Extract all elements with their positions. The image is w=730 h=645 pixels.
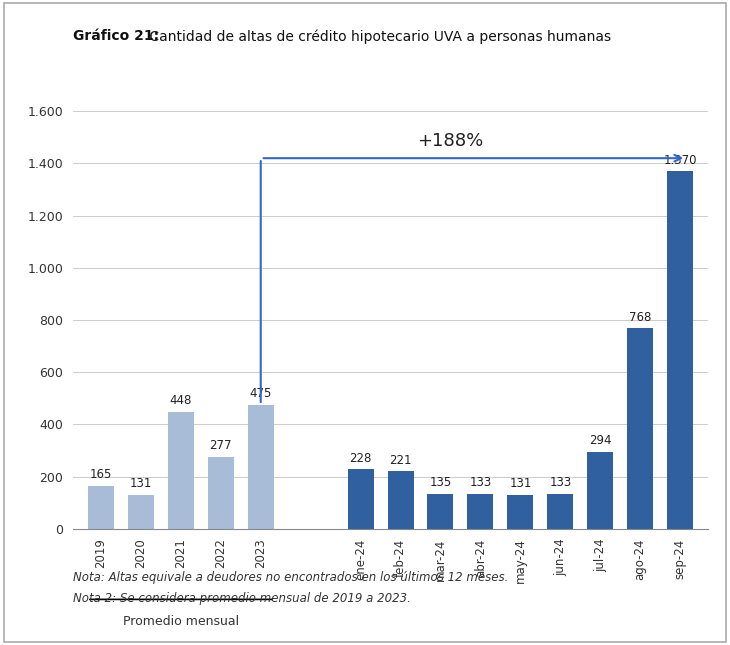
Text: 133: 133 [549, 477, 572, 490]
Text: 768: 768 [629, 311, 651, 324]
Bar [168, 412, 194, 529]
Text: 131: 131 [510, 477, 531, 490]
Text: Promedio mensual: Promedio mensual [123, 615, 239, 628]
Text: 448: 448 [169, 394, 192, 407]
Text: 294: 294 [589, 435, 612, 448]
Text: Cantidad de altas de crédito hipotecario UVA a personas humanas: Cantidad de altas de crédito hipotecario… [145, 29, 611, 43]
Text: 133: 133 [469, 477, 491, 490]
Text: 228: 228 [350, 451, 372, 464]
Text: Gráfico 21:: Gráfico 21: [73, 29, 159, 43]
Text: 1.370: 1.370 [664, 154, 697, 166]
Bar [347, 470, 374, 529]
Bar [428, 493, 453, 529]
Bar [88, 486, 114, 529]
Bar [128, 495, 154, 529]
Text: 277: 277 [210, 439, 232, 452]
Bar [247, 405, 274, 529]
Text: Nota 2: Se considera promedio mensual de 2019 a 2023.: Nota 2: Se considera promedio mensual de… [73, 592, 411, 605]
Text: 165: 165 [90, 468, 112, 481]
Text: +188%: +188% [418, 132, 483, 150]
Bar [627, 328, 653, 529]
Bar [548, 494, 573, 529]
Bar [587, 452, 613, 529]
Text: 221: 221 [389, 453, 412, 466]
Bar [467, 494, 493, 529]
Bar [507, 495, 534, 529]
Text: 131: 131 [130, 477, 152, 490]
Text: 475: 475 [250, 387, 272, 400]
Bar [208, 457, 234, 529]
Text: 135: 135 [429, 476, 452, 489]
Bar [388, 471, 413, 529]
Bar [667, 171, 693, 529]
Text: Nota: Altas equivale a deudores no encontrados en los últimos 12 meses.: Nota: Altas equivale a deudores no encon… [73, 571, 508, 584]
